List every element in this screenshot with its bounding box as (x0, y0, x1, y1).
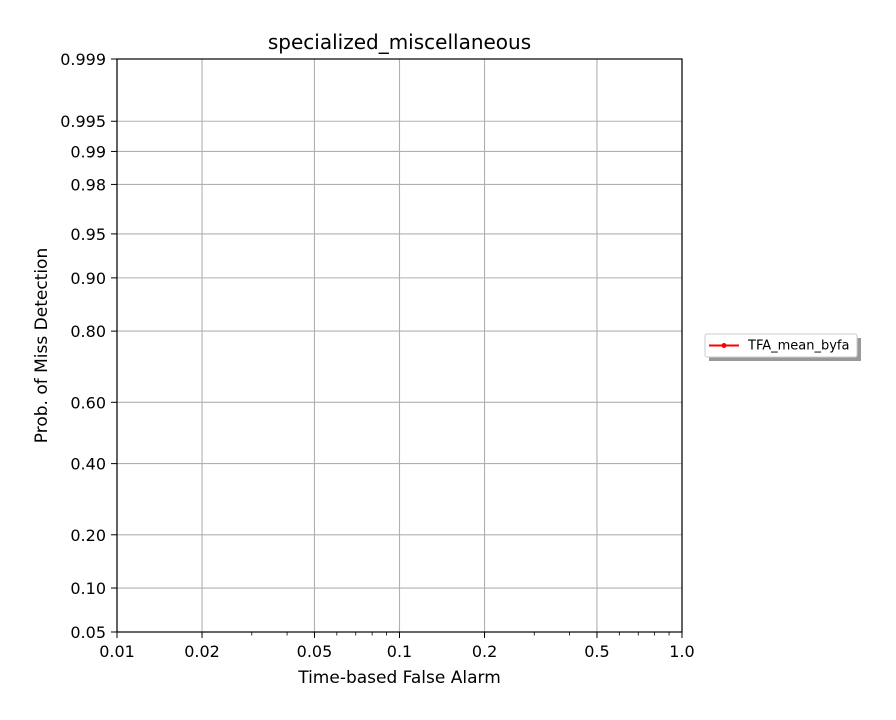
chart-title: specialized_miscellaneous (268, 30, 531, 54)
y-tick-label: 0.999 (60, 50, 106, 69)
legend-series-marker (721, 343, 727, 348)
y-tick-label: 0.40 (70, 455, 106, 474)
y-tick-label: 0.60 (70, 393, 106, 412)
y-axis-ticks: 0.05 0.10 0.20 0.40 0.60 0.80 0.90 0.95 0.98 0.99… (60, 50, 117, 642)
y-tick-label: 0.99 (70, 142, 106, 161)
y-tick-label: 0.95 (70, 225, 106, 244)
x-tick-label: 1.0 (669, 642, 694, 661)
legend-box (704, 333, 858, 358)
legend: TFA_mean_byfa (704, 333, 861, 361)
y-tick-label: 0.80 (70, 322, 106, 341)
x-tick-label: 0.02 (184, 642, 220, 661)
y-tick-label: 0.20 (70, 526, 106, 545)
x-tick-label: 0.05 (297, 642, 333, 661)
y-tick-label: 0.10 (70, 579, 106, 598)
y-tick-label: 0.05 (70, 623, 106, 642)
y-tick-label: 0.90 (70, 269, 106, 288)
x-axis-label: Time-based False Alarm (297, 668, 501, 688)
x-tick-label: 0.5 (584, 642, 609, 661)
x-axis-ticks: 0.01 0.02 0.05 0.1 0.2 0.5 1.0 (99, 632, 695, 661)
x-tick-label: 0.1 (387, 642, 412, 661)
y-axis-label: Prob. of Miss Detection (32, 248, 52, 443)
y-tick-label: 0.995 (60, 112, 106, 131)
legend-entry-label: TFA_mean_byfa (747, 339, 849, 354)
x-tick-label: 0.01 (99, 642, 135, 661)
grid-lines (116, 58, 683, 633)
y-tick-label: 0.98 (70, 175, 106, 194)
x-tick-label: 0.2 (472, 642, 497, 661)
